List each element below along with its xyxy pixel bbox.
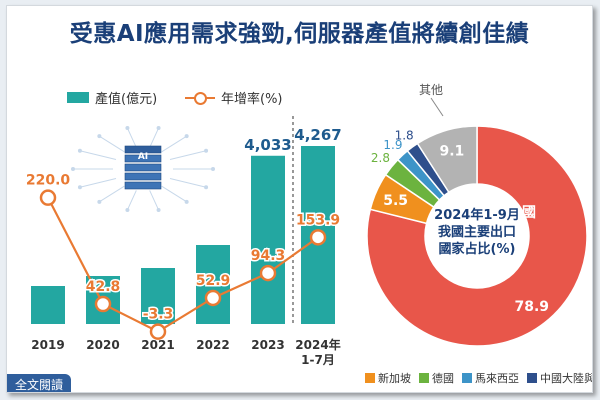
growth-rate-line: [47, 197, 319, 333]
legend-line-item: 年增率(%): [185, 88, 283, 107]
x-tick-label-4: 2023: [251, 338, 284, 352]
x-tick-label-2: 2021: [141, 338, 174, 352]
legend-line-label: 年增率(%): [221, 92, 283, 107]
donut-legend-swatch-2: [462, 373, 472, 383]
donut-value-label-5: 9.1: [439, 144, 464, 160]
donut-value-label-2: 2.8: [371, 151, 390, 165]
donut-value-label-4: 1.8: [395, 129, 414, 143]
growth-rate-point-0: [39, 189, 57, 206]
growth-rate-point-2: [149, 323, 167, 340]
growth-rate-point-5: [309, 229, 327, 246]
donut-legend-swatch-1: [419, 373, 429, 383]
bar-value-label-4: 4,033: [244, 136, 291, 154]
bar-0: [31, 286, 65, 324]
donut-legend-swatch-0: [365, 373, 375, 383]
donut-slice-5: [416, 125, 478, 194]
legend-bar-swatch: [67, 92, 89, 103]
bar-2: [141, 268, 175, 324]
donut-legend-item-2: 馬來西亞: [462, 370, 519, 386]
x-tick-label-1: 2020: [86, 338, 119, 352]
legend-line-swatch: [185, 91, 215, 105]
server-illustration-icon: [71, 126, 215, 212]
x-tick-label-0: 2019: [31, 338, 64, 352]
growth-rate-label-0: 220.0: [26, 173, 71, 189]
growth-rate-point-4: [259, 264, 277, 282]
donut-legend: 新加坡 德國 馬來西亞 中國大陸與香港: [365, 370, 593, 386]
legend-bar-label: 產值(億元): [95, 92, 158, 107]
growth-rate-label-1: 42.8: [86, 279, 121, 295]
x-tick-label-5-b: 1-7月: [301, 353, 335, 367]
page-title: 受惠AI應用需求強勁,伺服器產值將續創佳績: [69, 21, 530, 47]
donut-value-label-0: 78.9: [514, 299, 549, 315]
legend-bar-item: 產值(億元): [67, 88, 157, 107]
growth-rate-label-3: 52.9: [196, 273, 231, 289]
donut-center-title-0: 2024年1-9月: [434, 207, 520, 223]
donut-legend-label-0: 新加坡: [378, 372, 411, 385]
donut-center-title-2: 國家占比(%): [439, 241, 516, 257]
bar-4: [251, 155, 285, 324]
donut-legend-label-2: 馬來西亞: [475, 372, 519, 385]
donut-legend-swatch-3: [527, 373, 537, 383]
infographic-frame: 受惠AI應用需求強勁,伺服器產值將續創佳績 產值(億元) 年增率(%) AI 4,…: [6, 5, 593, 393]
donut-slice-0: [366, 125, 588, 347]
donut-value-label-3: 1.9: [383, 138, 402, 152]
growth-rate-point-3: [204, 289, 222, 307]
growth-rate-label-2: -3.3: [143, 307, 174, 323]
x-tick-label-5: 2024年: [295, 337, 340, 352]
growth-rate-label-4: 94.3: [251, 248, 286, 264]
donut-name-label-other: 其他: [419, 83, 443, 97]
donut-name-label-us: 美國: [508, 204, 536, 221]
donut-value-label-1: 5.5: [383, 193, 408, 209]
donut-legend-label-3: 中國大陸與香港: [540, 372, 593, 385]
server-chip-text: AI: [138, 152, 148, 162]
donut-legend-item-1: 德國: [419, 370, 454, 386]
donut-legend-label-1: 德國: [432, 372, 454, 385]
growth-rate-label-5: 153.9: [296, 212, 340, 228]
bar-value-label-5: 4,267: [294, 126, 341, 144]
donut-legend-item-0: 新加坡: [365, 370, 411, 386]
donut-leader-line: [430, 97, 444, 117]
x-tick-label-3: 2022: [196, 338, 229, 352]
donut-legend-item-3: 中國大陸與香港: [527, 370, 593, 386]
growth-rate-point-1: [94, 295, 112, 313]
bar-3: [196, 245, 230, 324]
donut-center-title-1: 我國主要出口: [438, 224, 516, 240]
read-full-button[interactable]: 全文閱讀: [7, 374, 72, 392]
